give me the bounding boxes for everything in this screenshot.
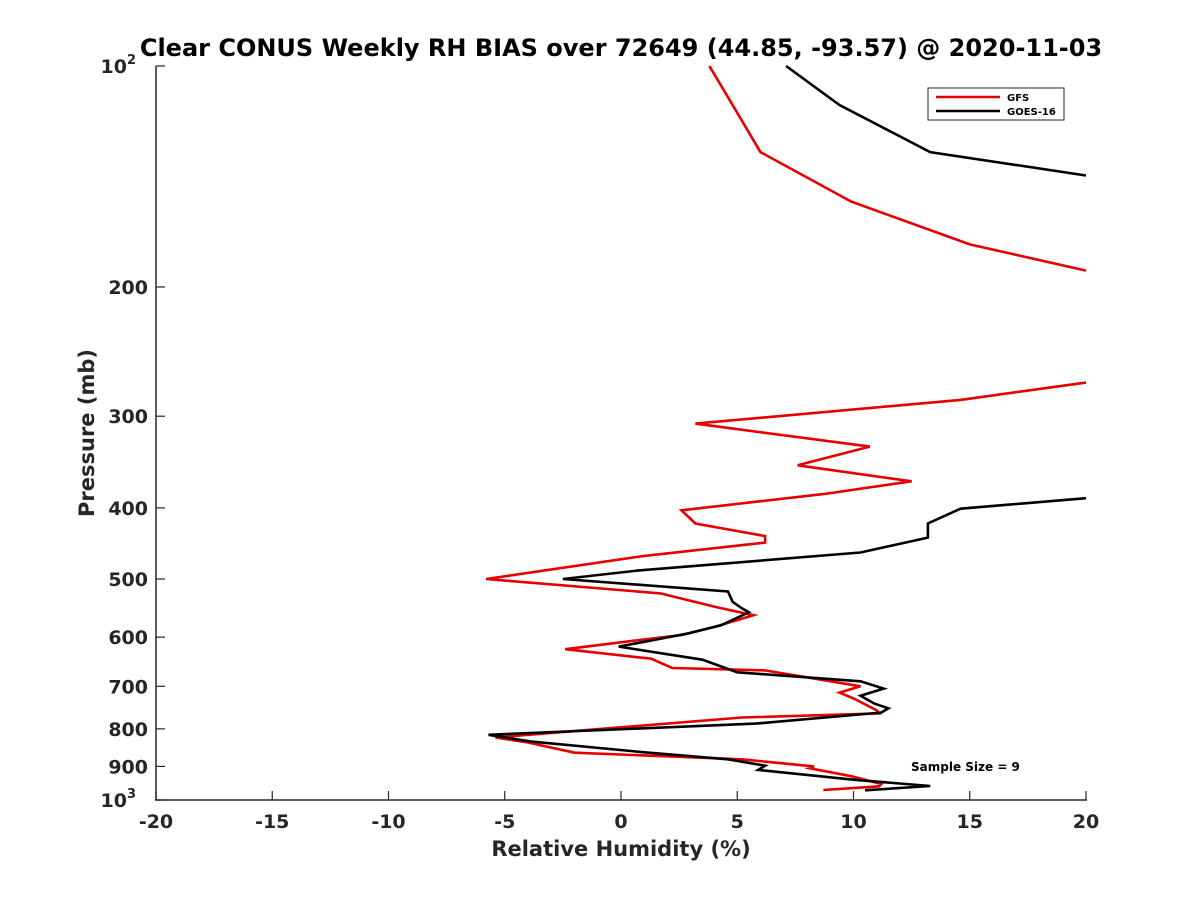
- x-axis-label: Relative Humidity (%): [491, 837, 750, 861]
- x-tick-label: -15: [255, 811, 289, 833]
- y-tick-label: 800: [108, 719, 148, 741]
- chart-title: Clear CONUS Weekly RH BIAS over 72649 (4…: [140, 34, 1102, 62]
- x-tick-label: 5: [731, 811, 744, 833]
- x-tick-label: 15: [957, 811, 983, 833]
- series-layer: [485, 64, 1087, 792]
- y-tick-label: 700: [108, 676, 148, 698]
- x-tick-label: 0: [614, 811, 627, 833]
- series-line-gfs-1: [485, 381, 1087, 792]
- series-line-goes16-0: [785, 64, 1087, 177]
- sample-size-annotation: Sample Size = 9: [911, 760, 1020, 774]
- x-tick-label: -10: [371, 811, 405, 833]
- tick-layer: -20 -15 -10 -5 0 5 10 15 20 102 200 300 400 500 600 700…: [101, 53, 1100, 833]
- x-tick-label: 20: [1073, 811, 1099, 833]
- series-line-gfs-0: [708, 65, 1087, 272]
- y-tick-label: 500: [108, 569, 148, 591]
- y-tick-label: 102: [101, 53, 137, 78]
- legend-box: [927, 87, 1065, 121]
- legend-label-goes16: GOES-16: [1007, 107, 1056, 118]
- y-tick-label: 900: [108, 756, 148, 778]
- plot-area: [156, 66, 1086, 799]
- y-tick-label: 103: [101, 787, 137, 812]
- y-axis-label: Pressure (mb): [75, 349, 99, 517]
- x-tick-label: 10: [840, 811, 866, 833]
- legend: GFS GOES-16: [927, 87, 1065, 121]
- x-tick-label: -20: [139, 811, 173, 833]
- y-tick-label: 600: [108, 627, 148, 649]
- y-tick-label: 400: [108, 498, 148, 520]
- y-tick-label: 200: [108, 277, 148, 299]
- y-tick-label: 300: [108, 406, 148, 428]
- series-line-goes16-1: [488, 496, 1087, 792]
- x-tick-label: -5: [494, 811, 515, 833]
- legend-label-gfs: GFS: [1007, 93, 1029, 104]
